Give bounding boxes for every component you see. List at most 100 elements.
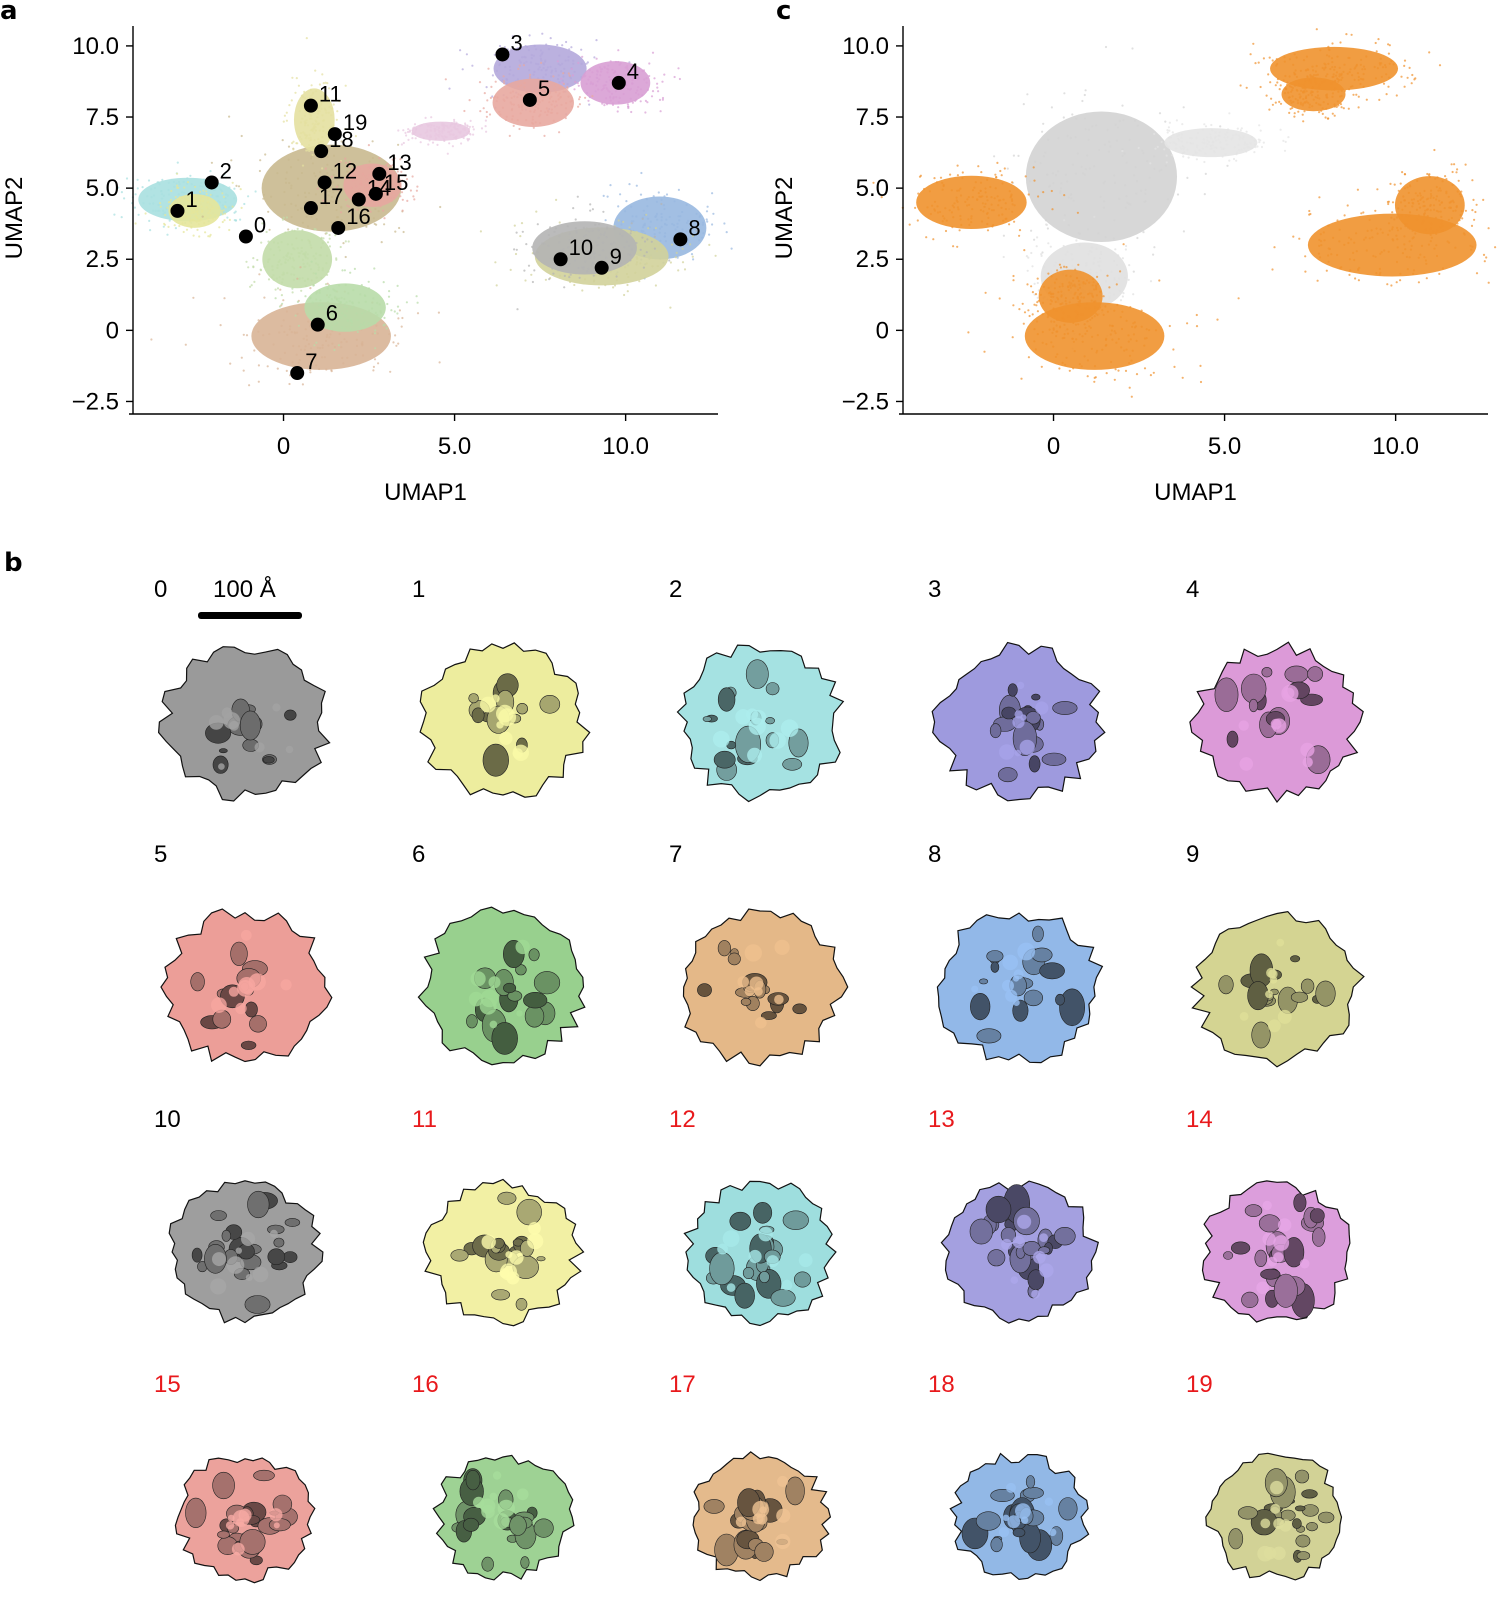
map-highlight xyxy=(722,1230,740,1247)
map-highlight xyxy=(489,1020,498,1029)
map-cavity xyxy=(1273,1273,1298,1308)
map-cavity xyxy=(1218,975,1234,995)
map-cavity xyxy=(1012,1527,1026,1538)
map-cavity xyxy=(533,1518,554,1538)
cluster-center-label-12: 12 xyxy=(333,158,357,183)
map-cavity xyxy=(765,717,775,725)
map-highlight xyxy=(228,986,239,997)
map-cavity xyxy=(1283,1237,1305,1268)
map-highlight xyxy=(1239,1012,1249,1021)
map-cavity xyxy=(1041,752,1067,766)
density-map-14 xyxy=(1201,1180,1351,1323)
map-cavity xyxy=(1058,1497,1078,1521)
cluster-center-18 xyxy=(314,144,329,159)
cluster-center-label-3: 3 xyxy=(510,30,522,55)
map-label-13: 13 xyxy=(928,1106,955,1133)
map-highlight xyxy=(1272,1546,1286,1560)
map-highlight xyxy=(509,1250,524,1265)
x-tick-label: 5.0 xyxy=(1208,433,1241,460)
map-cavity xyxy=(284,1218,301,1227)
cluster-center-label-13: 13 xyxy=(387,150,411,175)
map-highlight xyxy=(208,715,224,730)
map-cavity xyxy=(1312,1227,1326,1247)
map-highlight xyxy=(1267,1256,1278,1267)
cluster-center-label-2: 2 xyxy=(220,158,232,183)
map-highlight xyxy=(1013,999,1020,1006)
cluster-center-11 xyxy=(303,98,318,113)
map-highlight xyxy=(1001,1238,1013,1250)
map-label-19: 19 xyxy=(1186,1371,1213,1398)
map-cavity xyxy=(239,1529,266,1555)
map-cavity xyxy=(249,1015,267,1033)
map-highlight xyxy=(1002,979,1014,992)
map-cavity xyxy=(713,750,736,769)
map-cavity xyxy=(1296,1551,1311,1561)
axes xyxy=(129,26,718,415)
density-map-8 xyxy=(936,912,1104,1064)
map-cavity xyxy=(468,693,479,704)
map-cavity xyxy=(481,1556,494,1572)
map-cavity xyxy=(210,1210,227,1221)
axes xyxy=(899,26,1488,415)
map-cavity xyxy=(1214,677,1239,712)
map-highlight xyxy=(499,731,513,745)
map-cavity xyxy=(462,1517,480,1532)
map-cavity xyxy=(1318,1511,1335,1524)
map-highlight xyxy=(506,1271,520,1285)
map-highlight xyxy=(1017,942,1036,961)
map-highlight xyxy=(1039,1263,1054,1278)
map-highlight xyxy=(766,1255,779,1268)
map-cavity xyxy=(970,992,991,1021)
map-highlight xyxy=(752,1500,770,1518)
map-cavity xyxy=(528,948,540,962)
map-cavity xyxy=(221,1229,232,1242)
map-highlight xyxy=(1260,1518,1271,1529)
density-region-1 xyxy=(1121,112,1290,165)
map-cavity xyxy=(1290,991,1309,1003)
map-highlight xyxy=(774,939,790,955)
scale-bar xyxy=(198,612,302,619)
map-cavity xyxy=(985,1195,1012,1224)
cluster-center-label-11: 11 xyxy=(319,82,342,107)
cluster-center-5 xyxy=(522,92,537,107)
map-highlight xyxy=(775,1533,791,1550)
map-highlight xyxy=(489,1492,498,1501)
map-highlight xyxy=(755,1016,767,1029)
map-cavity xyxy=(794,1271,812,1288)
map-cavity xyxy=(734,1282,755,1309)
map-highlight xyxy=(747,747,763,763)
map-highlight xyxy=(515,939,530,955)
density-region-7 xyxy=(274,260,419,352)
map-highlight xyxy=(1239,757,1254,771)
panel-letter-b: b xyxy=(4,548,23,578)
map-highlight xyxy=(1015,1503,1031,1519)
map-highlight xyxy=(499,1268,510,1279)
density-map-16 xyxy=(432,1454,575,1581)
map-highlight xyxy=(1005,989,1018,1002)
y-tick-label: 5.0 xyxy=(856,175,889,202)
map-label-5: 5 xyxy=(154,841,168,868)
density-map-12 xyxy=(683,1180,837,1327)
map-highlight xyxy=(1019,739,1035,755)
y-tick-label: 2.5 xyxy=(86,246,119,273)
density-map-18 xyxy=(949,1452,1090,1581)
density-map-13 xyxy=(940,1180,1100,1324)
map-cavity xyxy=(1055,993,1065,1006)
map-cavity xyxy=(742,1267,755,1280)
density-region-7 xyxy=(1259,66,1368,123)
density-map-17 xyxy=(692,1451,832,1582)
cluster-center-label-7: 7 xyxy=(305,349,317,374)
map-highlight xyxy=(1270,1503,1281,1514)
map-highlight xyxy=(480,989,499,1008)
map-label-10: 10 xyxy=(154,1106,181,1133)
map-cavity xyxy=(523,991,548,1009)
umap-highlight-plot: 0 5.0 10.0 −2.5 0 2.5 5.0 7.5 10.0 UMAP1 UMAP2 xyxy=(771,26,1497,506)
map-cavity xyxy=(533,971,561,995)
map-highlight xyxy=(498,708,517,727)
map-highlight xyxy=(229,720,239,731)
map-cavity xyxy=(782,758,803,771)
map-highlight xyxy=(1020,1516,1029,1524)
cluster-center-label-4: 4 xyxy=(627,59,639,84)
map-label-8: 8 xyxy=(928,841,942,868)
